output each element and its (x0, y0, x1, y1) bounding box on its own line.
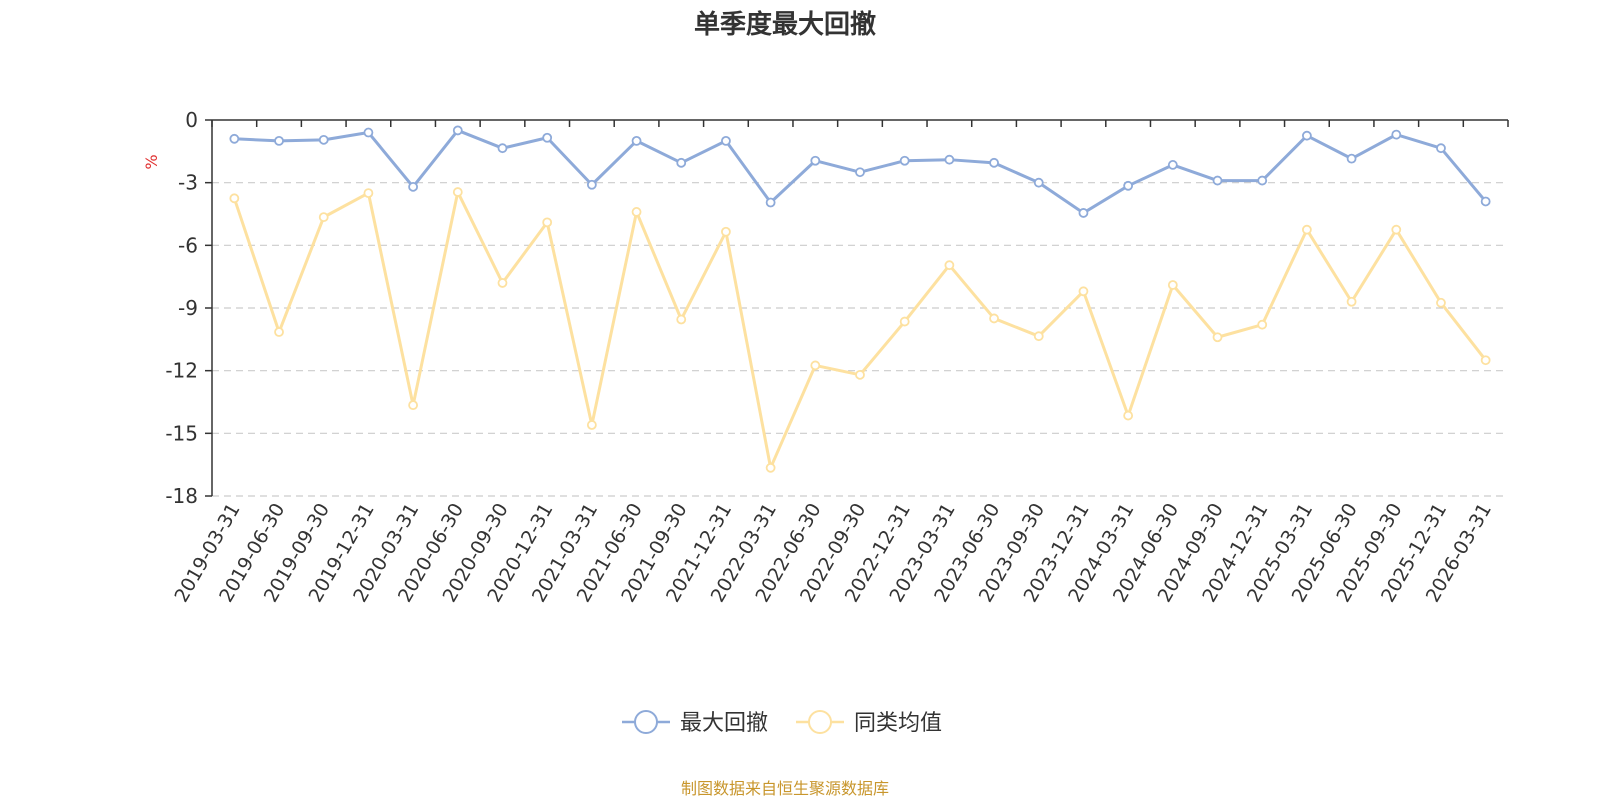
data-point[interactable] (408, 181, 419, 192)
data-point[interactable] (1078, 208, 1089, 218)
data-point[interactable] (452, 187, 463, 197)
data-point[interactable] (1078, 286, 1089, 297)
data-point[interactable] (1391, 224, 1402, 235)
y-axis-unit: % (142, 154, 161, 169)
data-point[interactable] (1436, 143, 1446, 154)
data-point[interactable] (1123, 410, 1134, 421)
data-point[interactable] (631, 207, 642, 217)
data-point[interactable] (586, 420, 597, 430)
data-point[interactable] (765, 197, 776, 208)
data-point[interactable] (944, 154, 955, 165)
data-point[interactable] (363, 188, 374, 199)
data-point[interactable] (765, 462, 776, 473)
data-point[interactable] (1212, 332, 1223, 343)
data-point[interactable] (1480, 196, 1491, 207)
data-point[interactable] (676, 314, 687, 325)
data-point[interactable] (899, 155, 910, 166)
source-note: 制图数据来自恒生聚源数据库 (681, 779, 889, 798)
data-point[interactable] (1301, 224, 1312, 235)
y-tick-label: -6 (178, 233, 198, 257)
data-point[interactable] (497, 143, 508, 154)
legend-circle-icon (634, 710, 658, 734)
data-point[interactable] (676, 157, 687, 168)
data-point[interactable] (229, 193, 240, 204)
y-axis-ticks: 0 -3 -6 -9 -12 -15 -18 (165, 108, 198, 508)
data-point[interactable] (1480, 355, 1491, 366)
data-point[interactable] (721, 135, 731, 146)
data-point[interactable] (1167, 160, 1178, 170)
legend-label: 最大回撤 (680, 711, 768, 736)
data-point[interactable] (542, 217, 553, 228)
data-point[interactable] (1033, 331, 1044, 342)
data-point[interactable] (810, 360, 821, 371)
data-point[interactable] (989, 157, 999, 168)
data-point[interactable] (1391, 129, 1402, 140)
data-point[interactable] (1346, 153, 1357, 164)
data-point[interactable] (586, 179, 597, 190)
data-point[interactable] (1257, 319, 1268, 330)
data-point[interactable] (408, 400, 419, 411)
data-point[interactable] (363, 127, 374, 138)
legend-circle-icon (808, 710, 832, 734)
series-line-2 (232, 190, 1487, 470)
y-tick-label: -12 (165, 359, 198, 383)
data-point[interactable] (944, 260, 955, 271)
data-point[interactable] (1033, 177, 1044, 188)
legend-item-2[interactable]: 同类均值 (796, 710, 942, 736)
data-point[interactable] (229, 133, 240, 144)
data-point[interactable] (1436, 297, 1446, 308)
x-axis-ticks: 2019-03-312019-06-302019-09-302019-12-31… (170, 500, 1496, 607)
data-point[interactable] (899, 316, 910, 327)
data-point[interactable] (542, 132, 553, 143)
chart-title: 单季度最大回撤 (694, 9, 876, 40)
data-point[interactable] (452, 125, 463, 136)
data-point[interactable] (855, 167, 865, 178)
legend-label: 同类均值 (854, 711, 942, 736)
data-point[interactable] (274, 327, 284, 337)
y-tick-label: -15 (165, 421, 198, 445)
y-tick-label: -18 (165, 484, 198, 508)
data-point[interactable] (1212, 175, 1223, 186)
data-point[interactable] (810, 155, 821, 166)
y-tick-label: -9 (178, 296, 198, 320)
data-point[interactable] (1257, 175, 1268, 186)
data-point[interactable] (318, 134, 329, 145)
data-point[interactable] (1167, 280, 1178, 290)
grid-lines (212, 182, 1508, 497)
y-tick-label: 0 (185, 108, 198, 132)
data-point[interactable] (318, 212, 329, 223)
legend[interactable]: 最大回撤 同类均值 (622, 710, 942, 736)
series-lines (229, 125, 1491, 473)
data-point[interactable] (855, 369, 865, 380)
y-tick-label: -3 (178, 171, 198, 195)
legend-item-1[interactable]: 最大回撤 (622, 710, 768, 736)
data-point[interactable] (274, 135, 284, 146)
data-point[interactable] (1346, 296, 1357, 307)
data-point[interactable] (631, 135, 642, 146)
axes (205, 119, 1509, 497)
data-point[interactable] (1301, 130, 1312, 141)
data-point[interactable] (721, 226, 731, 237)
data-point[interactable] (989, 313, 999, 324)
data-point[interactable] (1123, 180, 1134, 191)
data-point[interactable] (497, 278, 508, 288)
